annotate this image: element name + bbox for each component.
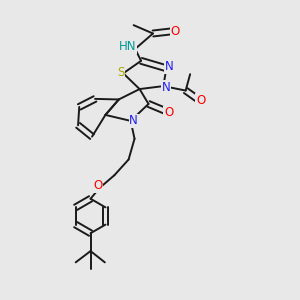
Text: N: N [129,114,138,128]
Text: S: S [117,66,124,79]
Text: N: N [165,60,174,73]
Text: O: O [171,25,180,38]
Text: O: O [164,106,173,119]
Text: HN: HN [119,40,136,53]
Text: O: O [196,94,205,106]
Text: O: O [93,179,103,192]
Text: N: N [162,81,171,94]
